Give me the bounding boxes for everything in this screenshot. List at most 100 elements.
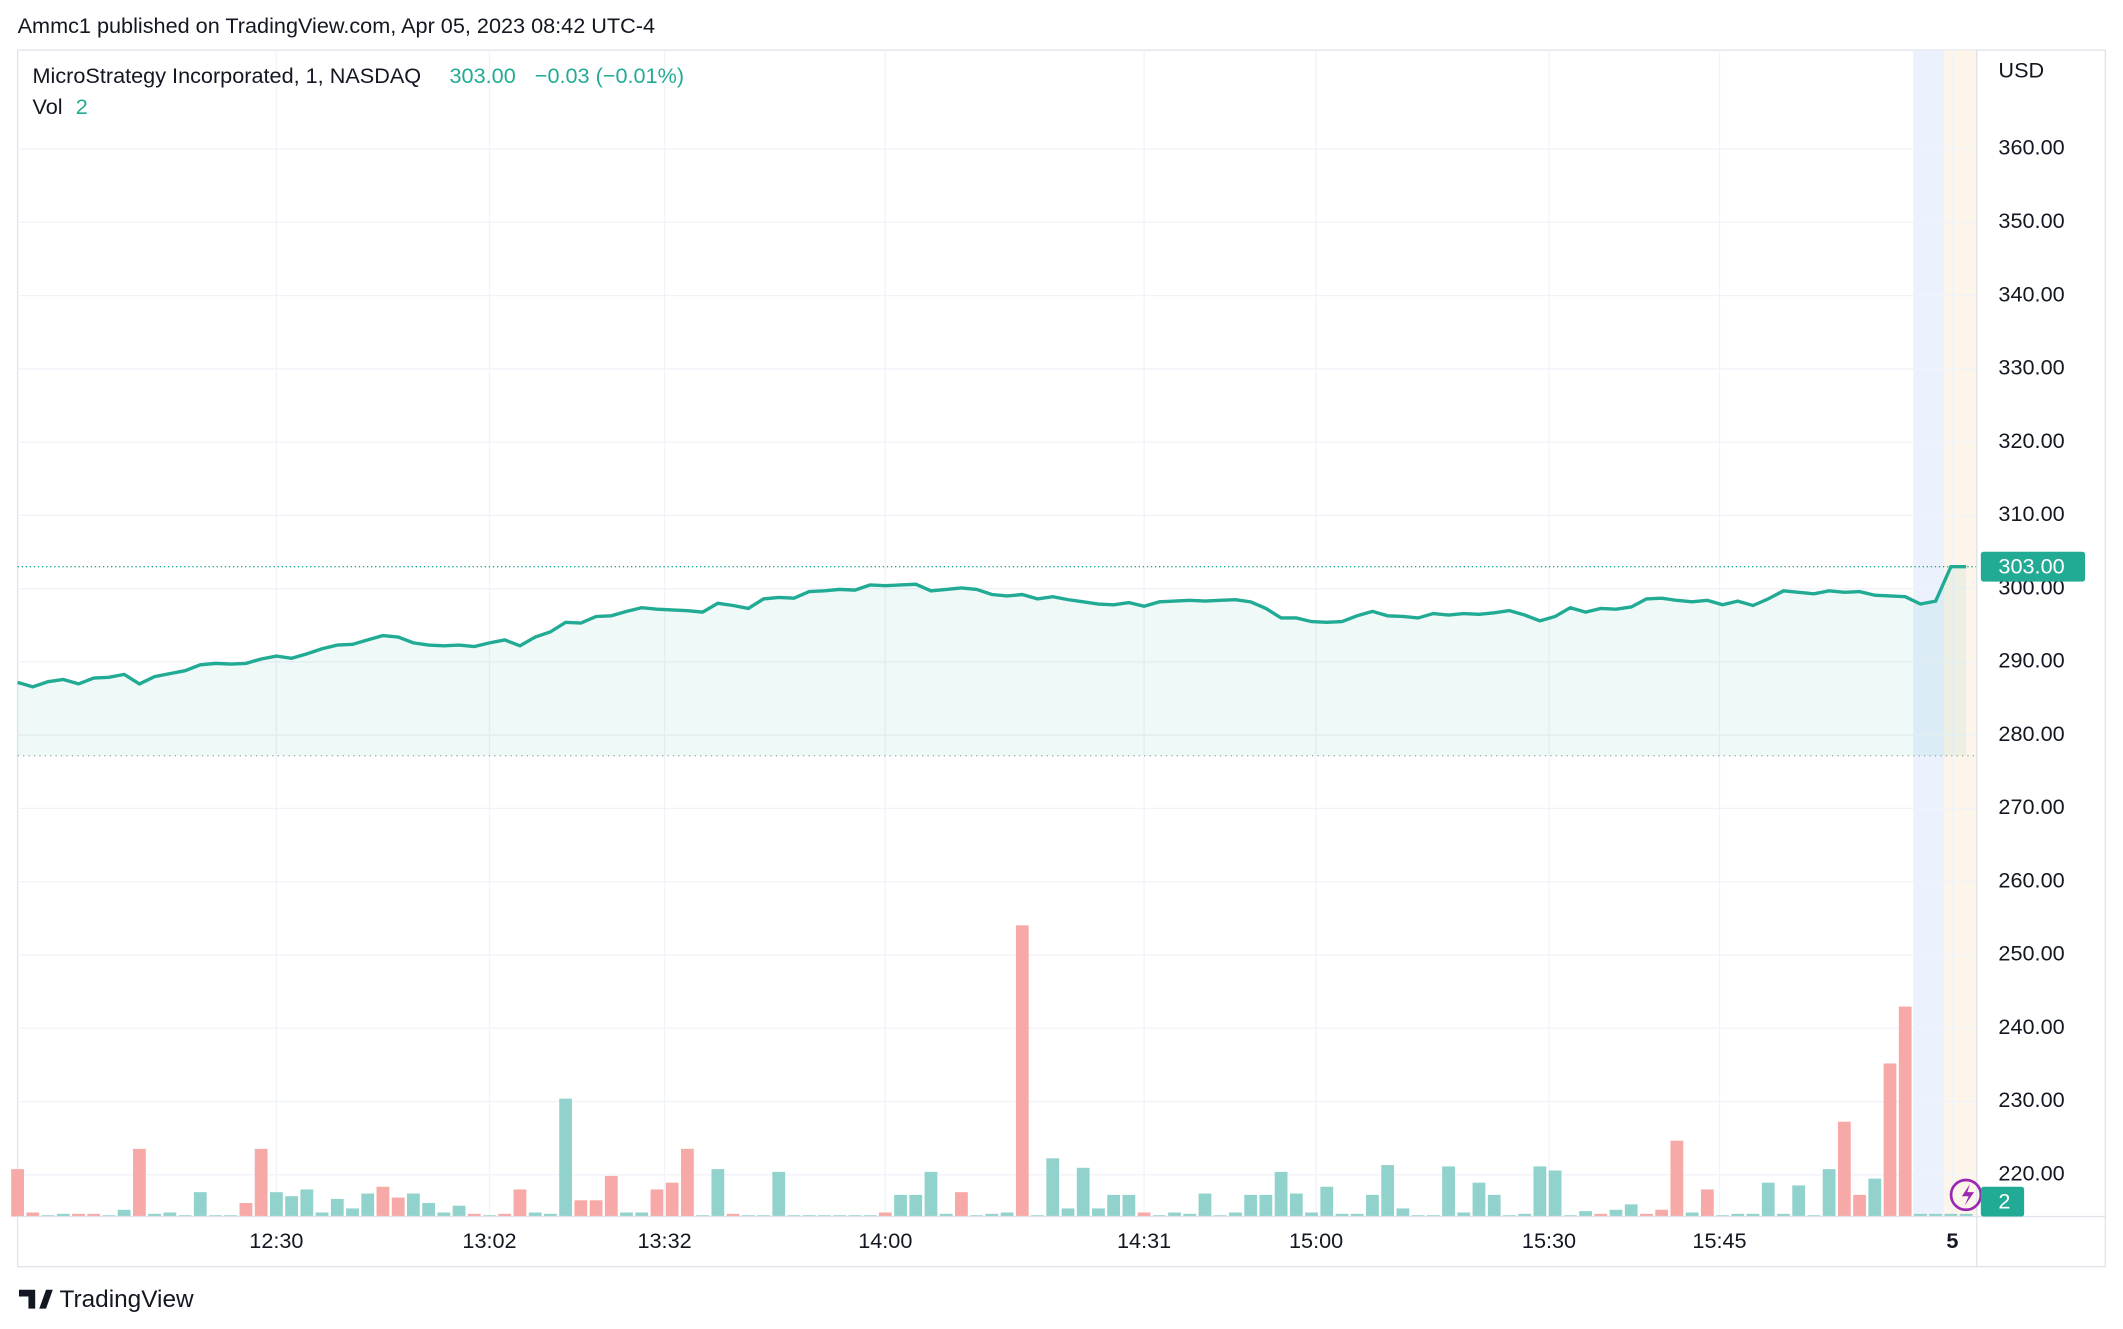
volume-bar bbox=[1914, 1213, 1927, 1217]
volume-bar bbox=[1761, 1182, 1775, 1217]
volume-bar bbox=[1624, 1204, 1638, 1217]
volume-bar bbox=[209, 1215, 222, 1217]
frame bbox=[16, 49, 2107, 1268]
volume-bar bbox=[361, 1193, 375, 1217]
volume-bar bbox=[802, 1215, 816, 1217]
volume-bar bbox=[1152, 1215, 1166, 1217]
volume-bar bbox=[544, 1213, 557, 1217]
volume-bar bbox=[1670, 1140, 1684, 1217]
volume-bar bbox=[1031, 1215, 1044, 1217]
x-tick-label: 15:45 bbox=[1692, 1228, 1746, 1253]
volume-bar bbox=[1792, 1185, 1806, 1217]
volume-bar bbox=[772, 1171, 786, 1217]
last-price-label: 303.00 bbox=[1998, 554, 2064, 579]
volume-bar bbox=[559, 1098, 573, 1217]
alert-bolt bbox=[1961, 1184, 1975, 1206]
volume-bar bbox=[818, 1215, 831, 1217]
volume-bar bbox=[11, 1169, 24, 1217]
volume-bar bbox=[376, 1186, 390, 1217]
volume-bar bbox=[1411, 1215, 1425, 1217]
volume-bar bbox=[1853, 1194, 1866, 1217]
x-tick-label: 15:00 bbox=[1289, 1228, 1343, 1253]
volume-bar bbox=[1594, 1213, 1608, 1217]
volume-bar bbox=[330, 1198, 344, 1217]
volume-bar bbox=[1381, 1165, 1395, 1217]
volume-bar bbox=[589, 1200, 603, 1217]
volume-bar bbox=[863, 1215, 877, 1217]
volume-bar bbox=[1868, 1178, 1882, 1217]
currency: USD bbox=[1998, 58, 2044, 83]
y-tick-label: 330.00 bbox=[1998, 355, 2064, 380]
volume-bar bbox=[1168, 1212, 1181, 1217]
volume-bar bbox=[528, 1212, 542, 1217]
volume-bar bbox=[1533, 1166, 1547, 1217]
volume-bar bbox=[1000, 1212, 1014, 1217]
volume-bar bbox=[757, 1215, 770, 1217]
volume-bar bbox=[1061, 1208, 1075, 1217]
volume-bar bbox=[1472, 1182, 1486, 1217]
volume-bar bbox=[894, 1194, 907, 1217]
volume-bar bbox=[178, 1215, 192, 1217]
volume-bar bbox=[269, 1192, 283, 1217]
volume-bar bbox=[1244, 1194, 1258, 1217]
volume-bar bbox=[1640, 1213, 1653, 1217]
volume-bar bbox=[1563, 1215, 1577, 1217]
volume-bar bbox=[72, 1213, 85, 1217]
grid bbox=[17, 50, 1977, 1217]
volume-bar bbox=[665, 1182, 679, 1217]
volume-bar bbox=[909, 1194, 923, 1217]
volume-badge bbox=[1980, 1186, 2025, 1217]
volume-bar bbox=[1320, 1186, 1334, 1217]
volume-bar bbox=[452, 1205, 466, 1217]
volume-bar bbox=[924, 1171, 938, 1217]
volume-bar bbox=[1609, 1209, 1623, 1217]
volume-bar bbox=[1548, 1170, 1562, 1217]
volume-bar bbox=[1183, 1213, 1197, 1217]
volume-bar bbox=[1929, 1213, 1943, 1217]
symbol: MicroStrategy Incorporated, 1, NASDAQ bbox=[32, 63, 421, 88]
volume-bar bbox=[635, 1212, 649, 1217]
volume-bar bbox=[1898, 1006, 1912, 1217]
volume-bar bbox=[391, 1197, 405, 1217]
volume-bar bbox=[1076, 1167, 1090, 1217]
x-tick-label: 14:00 bbox=[858, 1228, 912, 1253]
volume-bar bbox=[163, 1212, 177, 1217]
volume-bar bbox=[939, 1213, 953, 1217]
volume-bar bbox=[239, 1203, 253, 1217]
y-tick-label: 340.00 bbox=[1998, 281, 2064, 306]
volume-bar bbox=[193, 1192, 207, 1217]
logo: TradingView bbox=[18, 1286, 194, 1313]
volume-bar bbox=[1335, 1213, 1349, 1217]
volume-bar bbox=[1107, 1194, 1121, 1217]
volume-bar bbox=[833, 1215, 847, 1217]
volume-bar bbox=[407, 1193, 420, 1217]
volume-bar bbox=[26, 1212, 40, 1217]
volume-bar bbox=[1366, 1194, 1379, 1217]
volume-bar bbox=[1350, 1213, 1364, 1217]
volume-bar bbox=[1822, 1169, 1836, 1217]
volume-bar bbox=[1503, 1215, 1516, 1217]
volume-bar bbox=[1579, 1211, 1592, 1217]
volume-bar bbox=[254, 1148, 268, 1217]
volume-bar bbox=[1457, 1212, 1471, 1217]
volume-bar bbox=[1487, 1194, 1501, 1217]
volume-bar bbox=[224, 1215, 238, 1217]
volume-bar bbox=[132, 1148, 146, 1217]
volume-bar bbox=[1716, 1215, 1729, 1217]
volume-bar bbox=[1731, 1213, 1745, 1217]
y-tick-label: 350.00 bbox=[1998, 208, 2064, 233]
volume-bar bbox=[1046, 1158, 1060, 1217]
y-tick-label: 220.00 bbox=[1998, 1161, 2064, 1186]
vol-label: Vol bbox=[32, 94, 62, 119]
y-tick-label: 260.00 bbox=[1998, 867, 2064, 892]
volume-bar bbox=[970, 1215, 984, 1217]
volume-bar bbox=[1137, 1212, 1151, 1217]
volume-bar bbox=[1777, 1213, 1790, 1217]
header-price: 303.00 bbox=[450, 63, 516, 88]
x-tick-label: 13:32 bbox=[637, 1228, 691, 1253]
volume-bar bbox=[1198, 1193, 1212, 1217]
volume-bar bbox=[848, 1215, 862, 1217]
vol-value: 2 bbox=[76, 94, 88, 119]
volume-bar bbox=[574, 1200, 588, 1217]
